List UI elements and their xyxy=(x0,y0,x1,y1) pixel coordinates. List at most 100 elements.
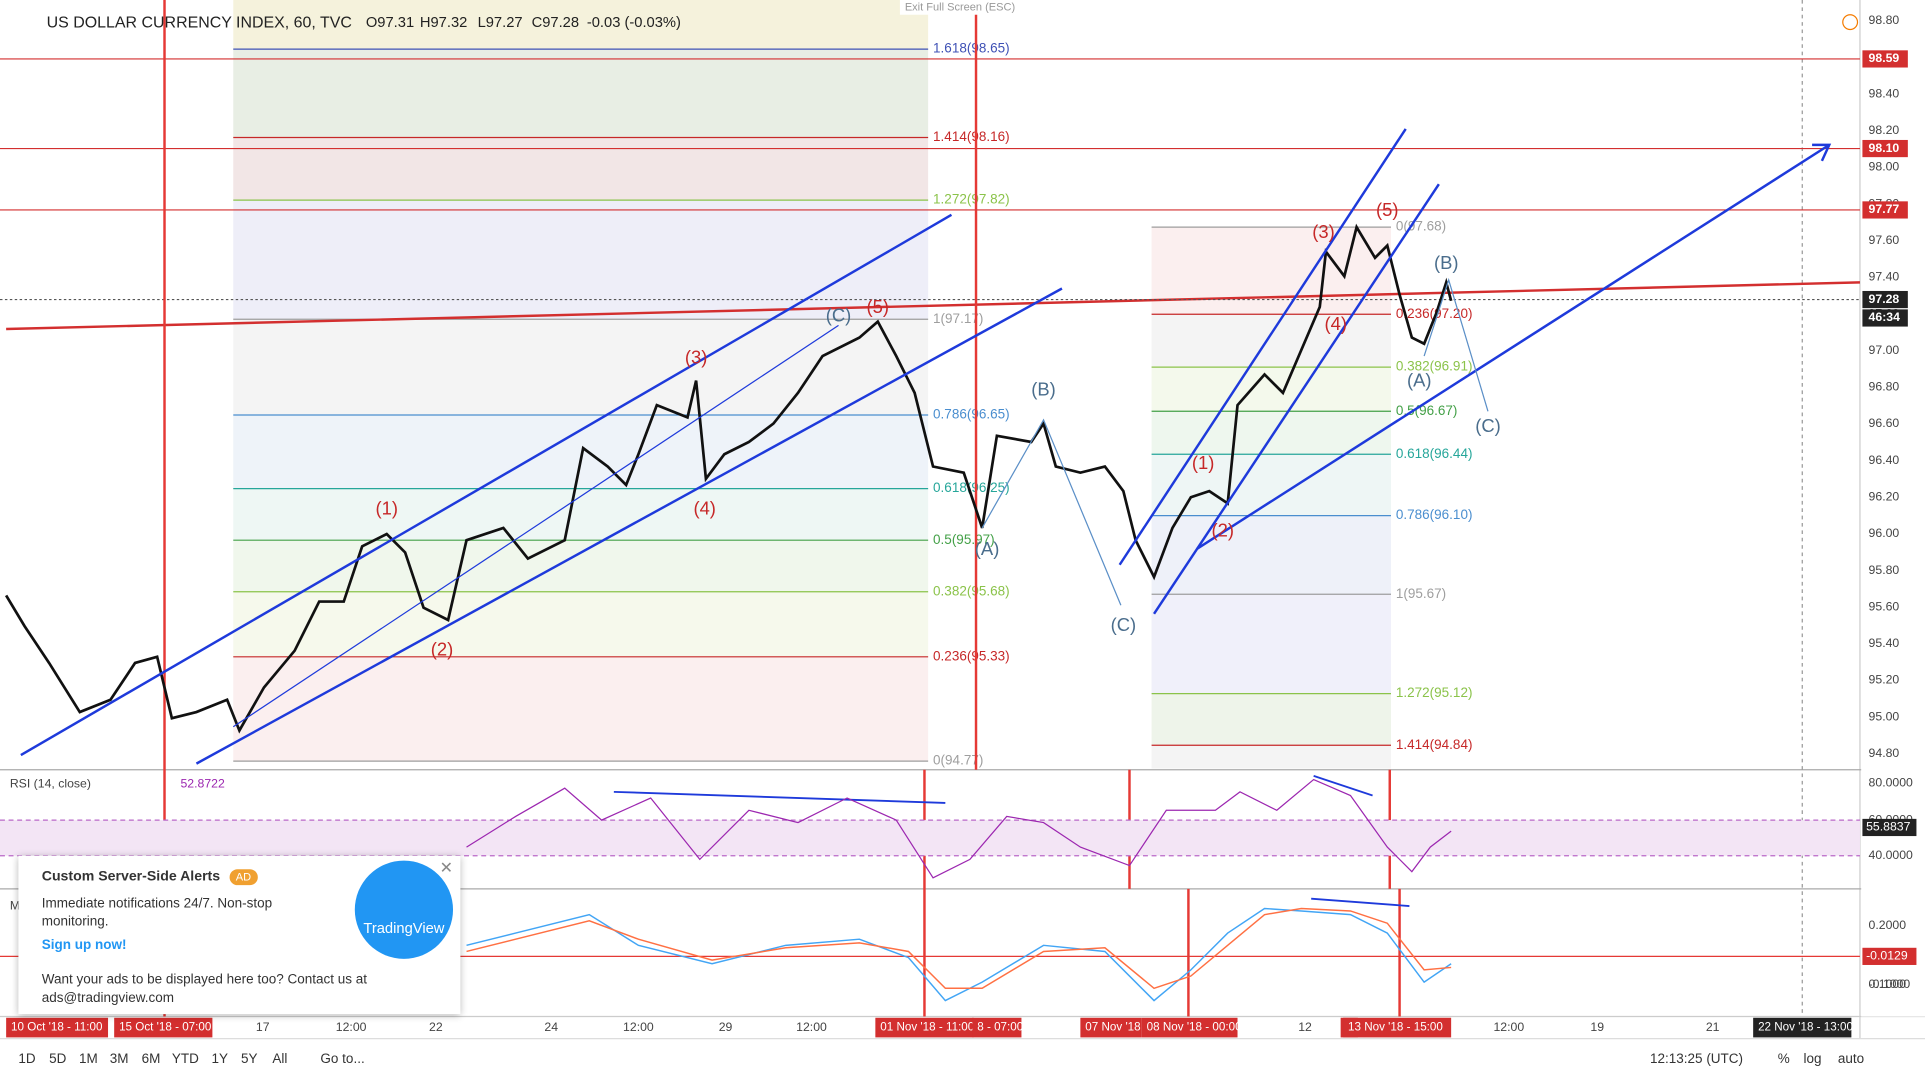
fib-zone xyxy=(1151,314,1391,368)
range-button: 5D xyxy=(49,1051,67,1066)
fib-label: 0.236(97.20) xyxy=(1396,306,1473,321)
fib-zone xyxy=(233,137,929,201)
time-tick-label: 12:00 xyxy=(336,1020,367,1034)
fib-zone xyxy=(1151,227,1391,315)
clock: 12:13:25 (UTC) xyxy=(1650,1051,1743,1066)
fib-zone-top xyxy=(233,0,929,50)
price-marker: 98.10 xyxy=(1869,141,1900,155)
ohlc-value: H97.32 xyxy=(420,15,467,31)
exit-fullscreen: Exit Full Screen (ESC) xyxy=(905,1,1015,13)
wave-label: (B) xyxy=(1031,378,1056,399)
channel-line xyxy=(1118,128,1407,566)
ad-body: Immediate notifications 24/7. Non-stop m… xyxy=(41,896,273,930)
fib-zone xyxy=(233,414,929,489)
price-tick-label: 98.20 xyxy=(1869,123,1900,137)
fib-zone xyxy=(233,488,929,541)
time-tick-label: 12:00 xyxy=(796,1020,827,1034)
fib-label: 0.786(96.65) xyxy=(933,407,1010,422)
ad-cta[interactable]: Sign up now! xyxy=(41,937,127,953)
fib-label: 0(94.77) xyxy=(933,753,983,768)
fib-zone xyxy=(1151,594,1391,694)
macd-title: M xyxy=(10,898,20,912)
price-tick-label: 97.00 xyxy=(1869,343,1900,357)
ad-badge: AD xyxy=(229,869,258,886)
alert-icon xyxy=(1842,14,1859,31)
wave-label: (5) xyxy=(867,296,890,317)
fib-zone xyxy=(1151,515,1391,595)
macd-tick-label: 0.1000 xyxy=(1869,977,1907,991)
rsi-band xyxy=(0,820,1860,856)
wave-label: (C) xyxy=(1475,415,1501,436)
trend-line xyxy=(6,281,1860,331)
time-marker: 01 Nov '18 - 11:00 xyxy=(880,1021,975,1034)
price-axis-bg xyxy=(1861,0,1925,1017)
price-tick-label: 95.20 xyxy=(1869,673,1900,687)
ohlc-value: C97.28 xyxy=(532,15,579,31)
wave-label: (2) xyxy=(1212,519,1235,540)
fib-label: 0.5(95.97) xyxy=(933,532,995,547)
fib-label: 0.382(96.91) xyxy=(1396,359,1473,374)
fib-zone xyxy=(1151,411,1391,455)
fib-zone xyxy=(1151,454,1391,516)
fib-label: 0(97.68) xyxy=(1396,219,1446,234)
time-marker-bg xyxy=(972,1017,1022,1038)
wave-label: (1) xyxy=(375,497,398,518)
time-marker: 13 Nov '18 - 15:00 xyxy=(1348,1021,1443,1034)
channel-line xyxy=(232,324,839,728)
price-tick-label: 96.80 xyxy=(1869,380,1900,394)
price-tick-label: 95.40 xyxy=(1869,636,1900,650)
time-tick-label: 12:00 xyxy=(623,1020,654,1034)
fib-label: 0.618(96.44) xyxy=(1396,446,1473,461)
time-tick-label: 24 xyxy=(544,1020,558,1034)
time-tick-label: 12 xyxy=(1298,1020,1312,1034)
range-button: 6M xyxy=(142,1051,161,1066)
time-tick-label: 22 xyxy=(429,1020,443,1034)
time-marker: 8 - 07:00 xyxy=(977,1021,1024,1034)
ad-footer: Want your ads to be displayed here too? … xyxy=(41,972,368,1006)
symbol-title: US DOLLAR CURRENCY INDEX, 60, TVC xyxy=(47,15,352,32)
range-button: 1D xyxy=(18,1051,36,1066)
fib-label: 1.414(98.16) xyxy=(933,129,1010,144)
price-marker-bg xyxy=(1862,201,1908,219)
macd-line xyxy=(466,907,1452,1002)
fib-label: 0.382(95.68) xyxy=(933,583,1010,598)
time-marker-bg xyxy=(114,1017,213,1038)
range-button: All xyxy=(272,1051,287,1066)
fib-zone xyxy=(233,319,929,415)
time-marker-bg xyxy=(1753,1017,1852,1038)
fib-label: 0.5(96.67) xyxy=(1396,403,1458,418)
price-marker: 97.28 xyxy=(1869,292,1900,306)
price-tick-label: 95.60 xyxy=(1869,599,1900,613)
macd-tick-label: -0.1000 xyxy=(1869,977,1911,991)
fib-zone xyxy=(1151,745,1391,769)
time-tick-label: 29 xyxy=(719,1020,733,1034)
wave-label: (1) xyxy=(1192,452,1215,473)
fib-label: 1.618(98.65) xyxy=(933,41,1010,56)
time-tick-label: 17 xyxy=(256,1020,270,1034)
price-marker-bg xyxy=(1862,290,1908,309)
rsi-tick-label: 80.0000 xyxy=(1869,776,1914,790)
fib-label: 0.786(96.10) xyxy=(1396,507,1473,522)
wave-label: (4) xyxy=(1324,313,1346,334)
macd-current-bg xyxy=(1862,947,1917,965)
rsi-tick-label: 40.0000 xyxy=(1869,848,1914,862)
time-marker: 10 Oct '18 - 11:00 xyxy=(11,1021,103,1034)
log-toggle: log xyxy=(1803,1051,1821,1066)
fib-zone xyxy=(233,200,929,320)
wave-label: (5) xyxy=(1376,199,1399,220)
rsi-title: RSI (14, close) xyxy=(10,777,91,791)
close-button[interactable]: ✕ xyxy=(439,858,454,877)
time-tick-label: 12:00 xyxy=(1493,1020,1524,1034)
range-button: 5Y xyxy=(241,1051,258,1066)
time-tick-label: 19 xyxy=(1590,1020,1604,1034)
time-marker: 22 Nov '18 - 13:00 xyxy=(1758,1021,1853,1034)
fib-label: 0.236(95.33) xyxy=(933,648,1010,663)
fib-zone xyxy=(233,49,929,138)
fib-label: 1.272(95.12) xyxy=(1396,685,1473,700)
wave-label: (4) xyxy=(693,497,716,518)
fib-label: 1(97.17) xyxy=(933,311,983,326)
price-tick-label: 96.40 xyxy=(1869,453,1900,467)
price-marker-bg xyxy=(1862,50,1908,68)
